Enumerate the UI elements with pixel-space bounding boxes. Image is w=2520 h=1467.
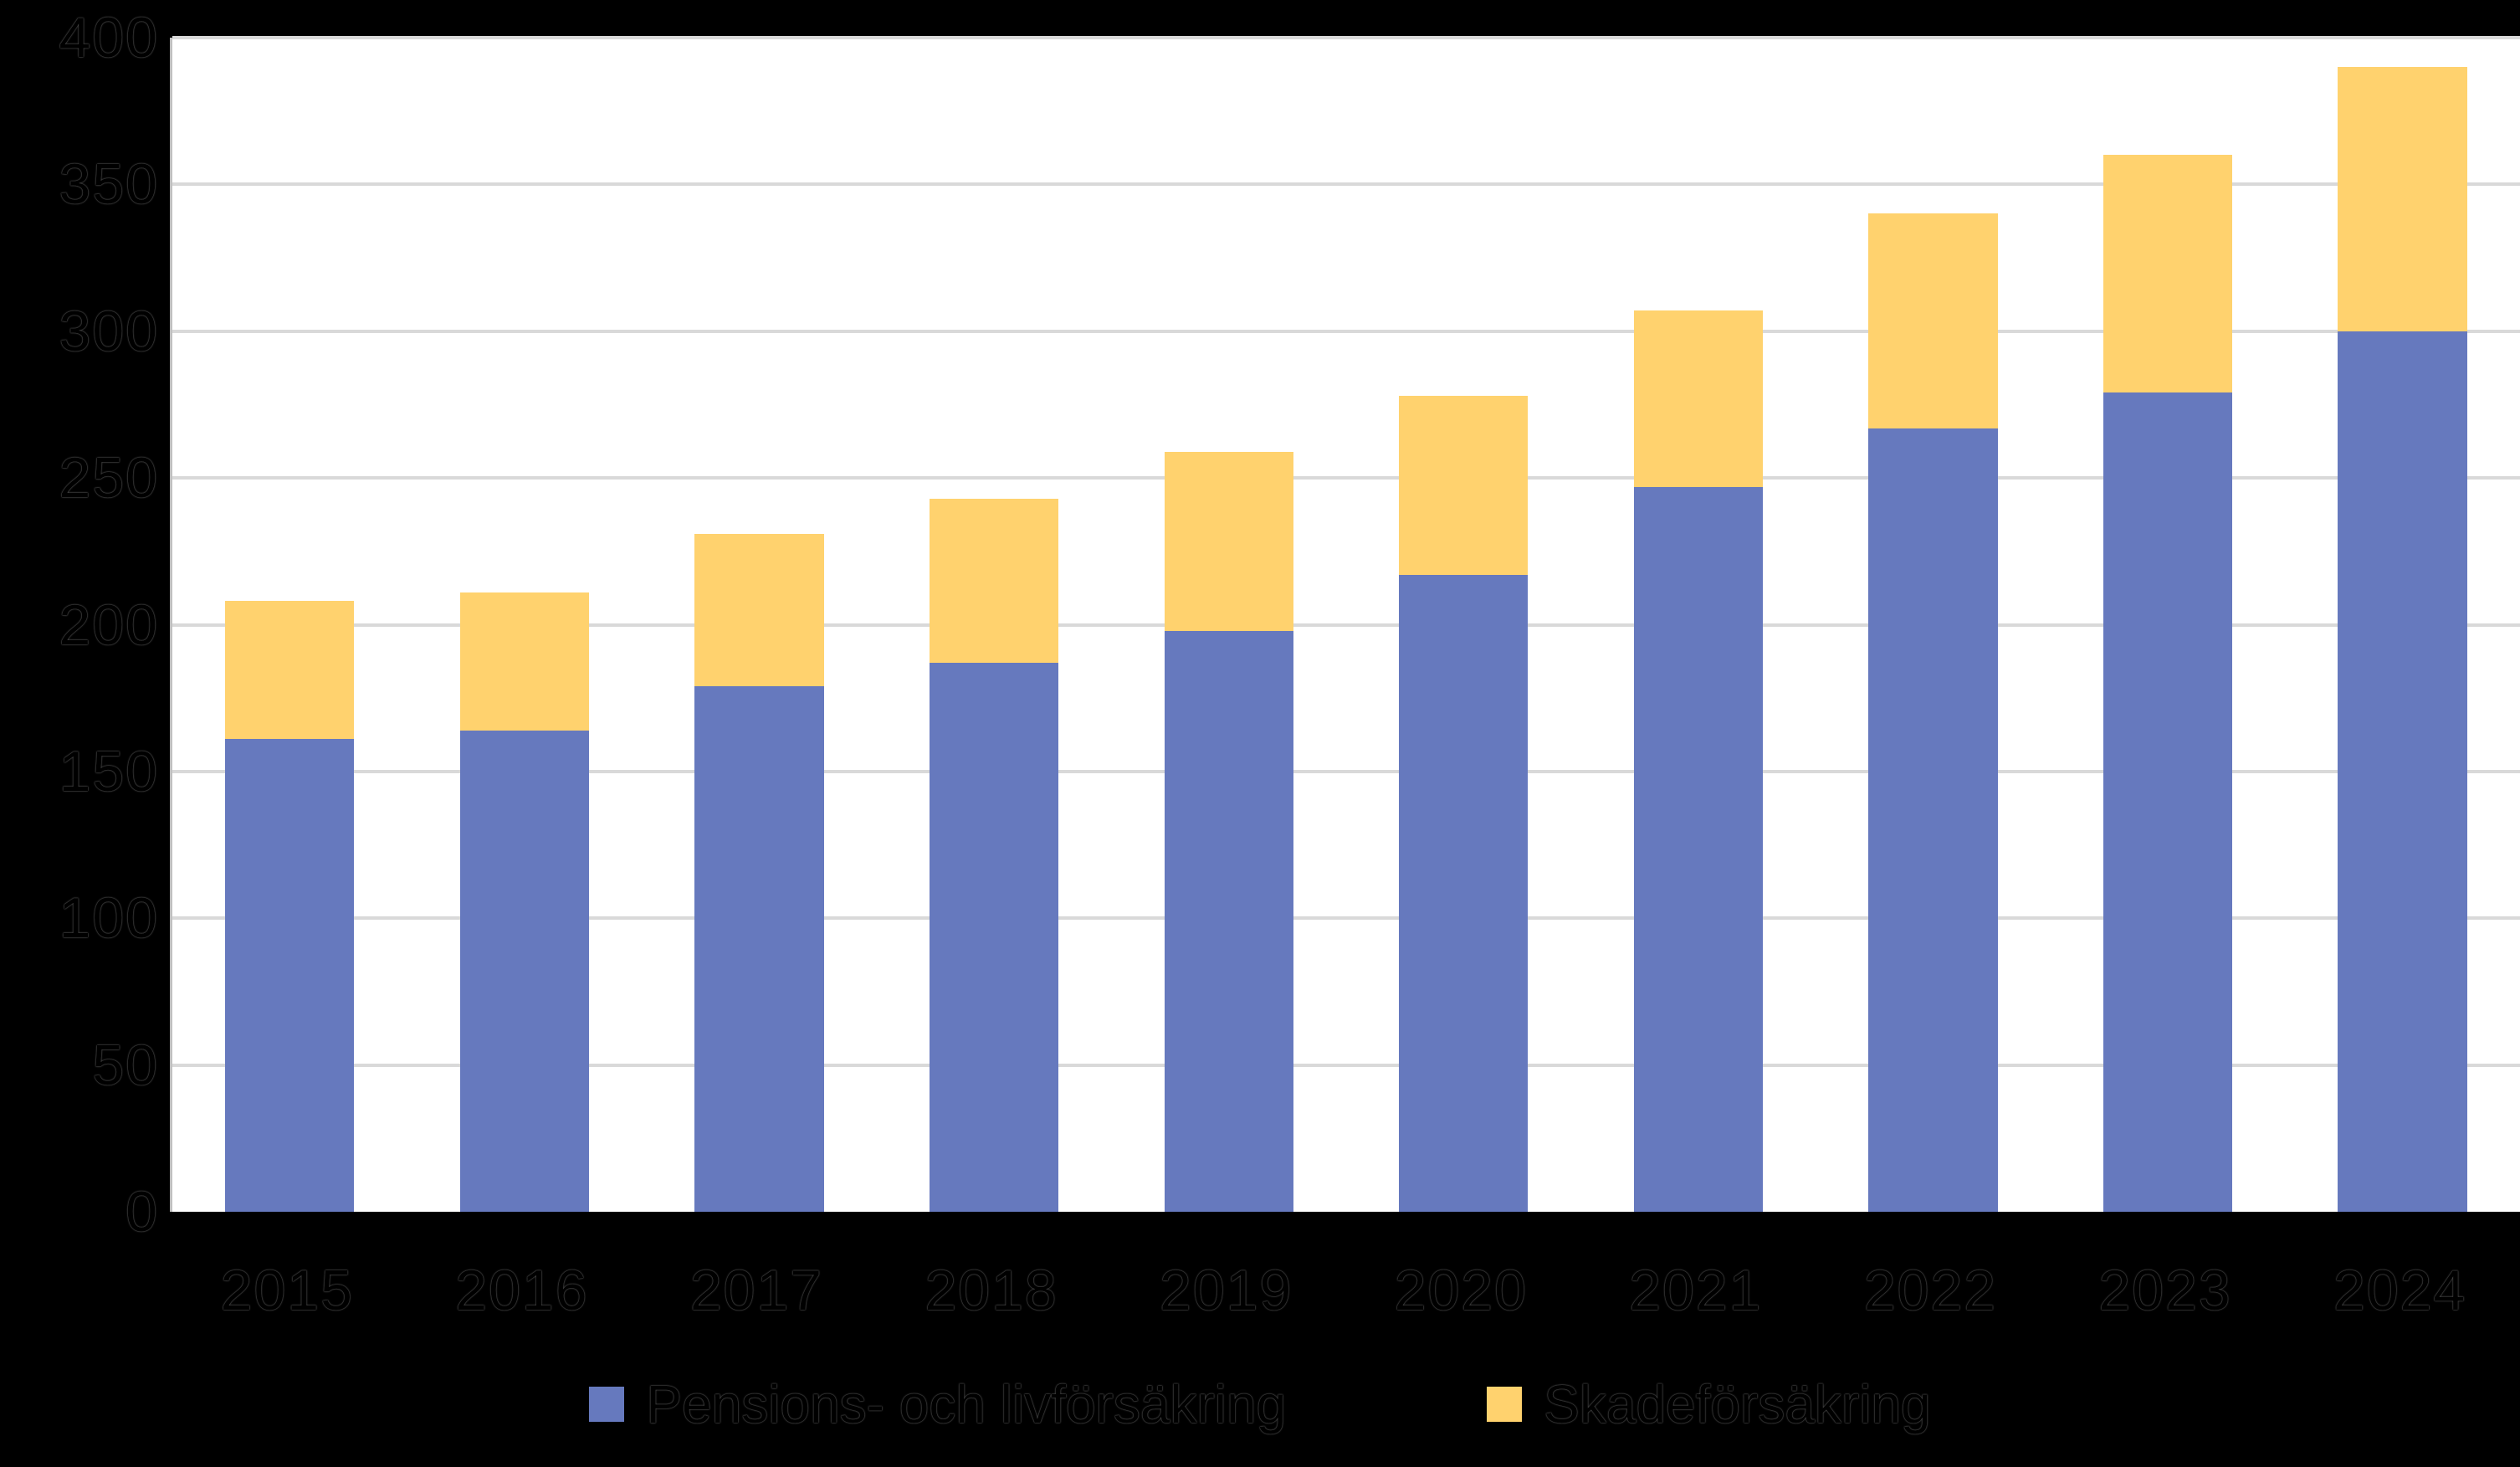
bar-2016: [407, 38, 643, 1212]
y-axis: 400 350 300 250 200 150 100 50 0: [0, 0, 159, 1467]
bar-2023-segment-skadef-rs-kring: [2103, 155, 2233, 393]
bar-2023: [2051, 38, 2286, 1212]
x-axis-label-2016: 2016: [455, 1259, 589, 1322]
legend-swatch-icon: [1487, 1387, 1523, 1422]
x-axis-label-2020: 2020: [1394, 1259, 1528, 1322]
bar-2019-segment-skadef-rs-kring: [1164, 451, 1293, 631]
gridline-200: [172, 623, 2520, 627]
bar-2023-segment-pensions-och-livf-rs-kring: [2103, 392, 2233, 1212]
x-axis-label-2017: 2017: [689, 1259, 824, 1322]
bar-2017-segment-pensions-och-livf-rs-kring: [694, 686, 824, 1212]
bar-2020-segment-pensions-och-livf-rs-kring: [1399, 574, 1529, 1212]
plot-area: [170, 36, 2520, 1212]
bar-2018-segment-skadef-rs-kring: [929, 498, 1059, 664]
x-axis-label-2019: 2019: [1160, 1259, 1293, 1322]
x-axis-label-2023: 2023: [2098, 1259, 2232, 1322]
gridline-400: [172, 36, 2520, 39]
legend-label: Skadeförsäkring: [1544, 1374, 1931, 1434]
gridline-350: [172, 182, 2520, 187]
bar-2018-segment-pensions-och-livf-rs-kring: [929, 663, 1059, 1212]
gridline-150: [172, 769, 2520, 773]
bar-2021-segment-skadef-rs-kring: [1633, 310, 1763, 487]
bar-2017-segment-skadef-rs-kring: [694, 533, 824, 687]
bar-2017: [642, 38, 877, 1212]
x-axis-label-2021: 2021: [1629, 1259, 1763, 1322]
y-axis-label-300: 300: [59, 299, 159, 363]
x-axis-label-2022: 2022: [1863, 1259, 1998, 1322]
bar-2019-segment-pensions-och-livf-rs-kring: [1164, 630, 1293, 1212]
bar-2024-segment-pensions-och-livf-rs-kring: [2338, 331, 2467, 1212]
bar-2024: [2285, 38, 2520, 1212]
bar-2022: [1816, 38, 2051, 1212]
x-axis-label-2015: 2015: [220, 1259, 354, 1322]
y-axis-label-150: 150: [59, 739, 159, 803]
y-axis-label-100: 100: [59, 886, 159, 951]
bar-2016-segment-pensions-och-livf-rs-kring: [459, 730, 590, 1212]
bar-2015: [172, 38, 407, 1212]
bar-2016-segment-skadef-rs-kring: [459, 592, 590, 731]
bar-2015-segment-pensions-och-livf-rs-kring: [225, 739, 355, 1212]
x-axis: 2015 2016 2017 2018 2019 2020 2021 2022 2023 2024: [170, 1258, 2517, 1323]
y-axis-label-400: 400: [59, 6, 159, 69]
x-axis-label-2018: 2018: [925, 1259, 1058, 1322]
legend-swatch-icon: [589, 1387, 625, 1422]
y-axis-label-0: 0: [125, 1180, 159, 1244]
bar-2022-segment-skadef-rs-kring: [1868, 213, 1998, 428]
gridline-50: [172, 1063, 2520, 1067]
y-axis-label-350: 350: [59, 152, 159, 217]
legend-item-skadef-rs-kring: Skadeförsäkring: [1487, 1374, 1931, 1434]
bar-2019: [1111, 38, 1346, 1212]
y-axis-label-250: 250: [59, 446, 159, 510]
bar-2024-segment-skadef-rs-kring: [2338, 67, 2467, 331]
bar-2018: [877, 38, 1112, 1212]
bar-2020-segment-skadef-rs-kring: [1399, 395, 1529, 575]
legend-label: Pensions- och livförsäkring: [646, 1374, 1287, 1434]
bars-row: [172, 38, 2520, 1212]
x-axis-label-2024: 2024: [2333, 1259, 2467, 1322]
gridline-250: [172, 476, 2520, 480]
gridline-100: [172, 916, 2520, 921]
bar-2020: [1346, 38, 1581, 1212]
bar-2021: [1581, 38, 1816, 1212]
gridline-300: [172, 329, 2520, 333]
y-axis-label-50: 50: [92, 1033, 159, 1097]
legend-item-pensions-och-livf-rs-kring: Pensions- och livförsäkring: [589, 1374, 1286, 1434]
bar-2021-segment-pensions-och-livf-rs-kring: [1633, 486, 1763, 1212]
legend: Pensions- och livförsäkring Skadeförsäkri…: [0, 1374, 2520, 1434]
bar-2015-segment-skadef-rs-kring: [225, 601, 355, 740]
y-axis-label-200: 200: [59, 592, 159, 657]
bar-2022-segment-pensions-och-livf-rs-kring: [1868, 428, 1998, 1212]
